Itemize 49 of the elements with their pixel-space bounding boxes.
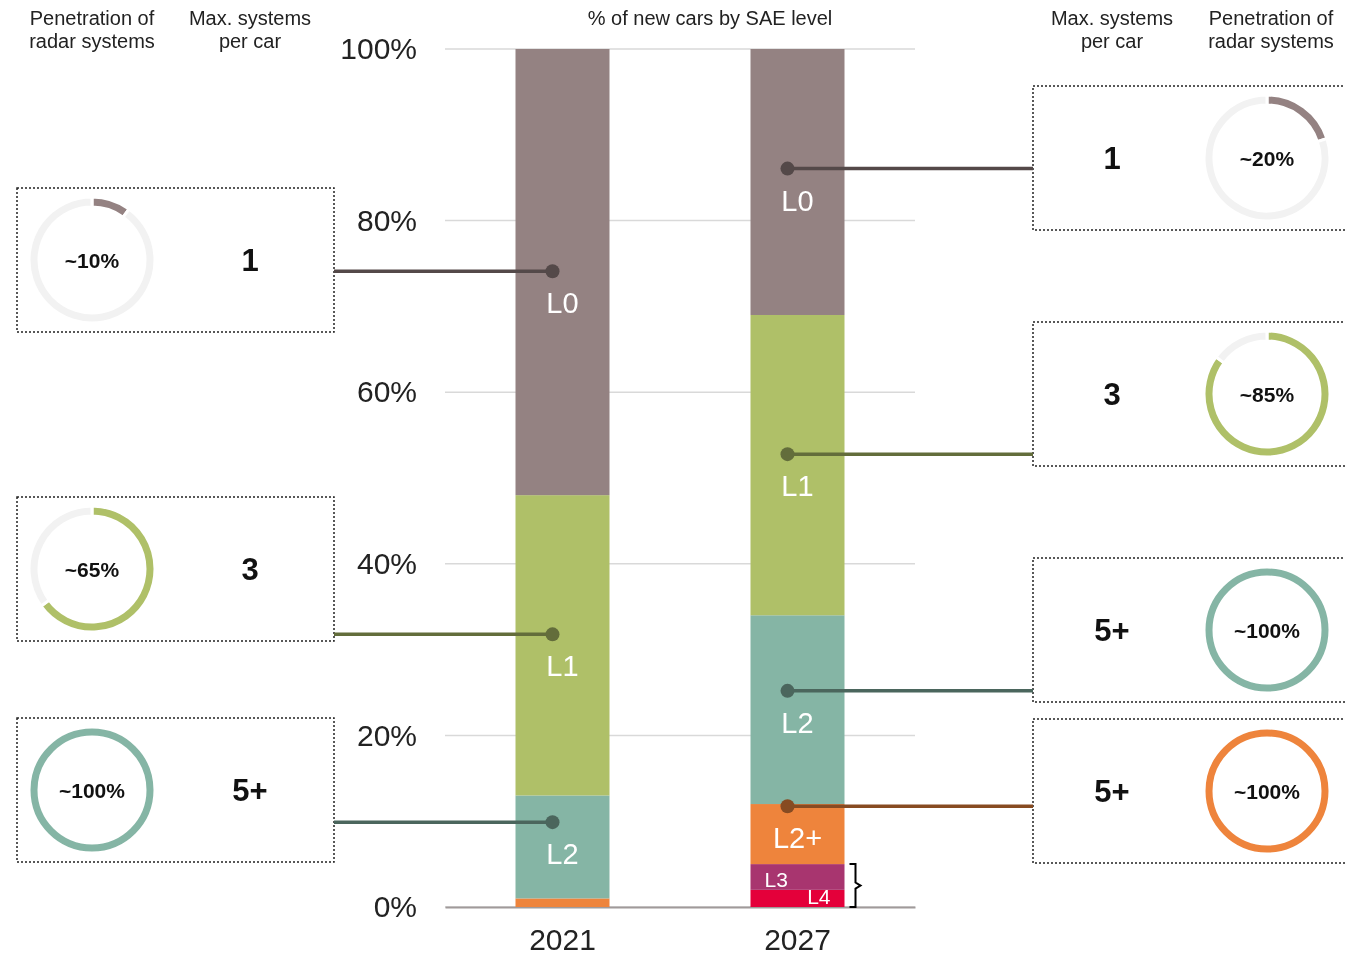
bar bbox=[515, 495, 610, 796]
y-tick-label: 100% bbox=[340, 32, 417, 66]
x-tick-label: 2027 bbox=[764, 923, 831, 957]
chart-title: % of new cars by SAE level bbox=[587, 7, 833, 29]
bar bbox=[515, 49, 610, 496]
text: 5+ bbox=[1094, 613, 1130, 648]
text: ~100% bbox=[1234, 780, 1301, 803]
text: ~100% bbox=[59, 779, 126, 802]
y-tick-label: 80% bbox=[356, 203, 417, 237]
text: L1 bbox=[781, 470, 814, 503]
text: L0 bbox=[781, 184, 814, 217]
bar bbox=[750, 864, 845, 890]
series-label: L1 bbox=[546, 650, 579, 683]
text: ~20% bbox=[1239, 147, 1295, 170]
text: 5+ bbox=[1094, 774, 1130, 809]
text: ~85% bbox=[1239, 383, 1295, 406]
bar bbox=[515, 795, 610, 899]
y-tick-label: 40% bbox=[356, 546, 417, 580]
text: ~10% bbox=[64, 249, 120, 272]
series-label: L0 bbox=[546, 287, 579, 320]
text: Penetration of radar systems bbox=[29, 7, 155, 52]
text: Max. systems per car bbox=[188, 7, 312, 52]
series-label: L3 bbox=[764, 867, 788, 891]
donut-slice bbox=[27, 195, 157, 325]
bar bbox=[515, 898, 610, 907]
bar bbox=[750, 804, 845, 865]
text: 1 bbox=[1103, 141, 1121, 176]
text: 1 bbox=[241, 243, 259, 278]
bar bbox=[750, 49, 845, 315]
bar bbox=[750, 314, 845, 616]
donut-slice bbox=[1202, 329, 1332, 459]
bar bbox=[750, 889, 845, 907]
text: ~65% bbox=[64, 558, 120, 581]
text: 3 bbox=[1103, 377, 1121, 412]
text: L2 bbox=[781, 706, 814, 739]
y-tick-label: 20% bbox=[356, 718, 417, 752]
y-tick-label: 0% bbox=[373, 890, 417, 924]
series-label: L2+ bbox=[772, 822, 823, 855]
text: Max. systems per car bbox=[1050, 7, 1174, 52]
donut-slice bbox=[1202, 93, 1332, 223]
text: Penetration of radar systems bbox=[1208, 7, 1334, 52]
y-tick-label: 60% bbox=[356, 375, 417, 409]
text: ~100% bbox=[1234, 619, 1301, 642]
text: 5+ bbox=[232, 773, 268, 808]
bar bbox=[750, 615, 845, 805]
series-label: L4 bbox=[807, 885, 831, 908]
x-tick-label: 2021 bbox=[529, 923, 596, 957]
text: 3 bbox=[241, 552, 259, 587]
series-label: L2 bbox=[546, 838, 579, 871]
